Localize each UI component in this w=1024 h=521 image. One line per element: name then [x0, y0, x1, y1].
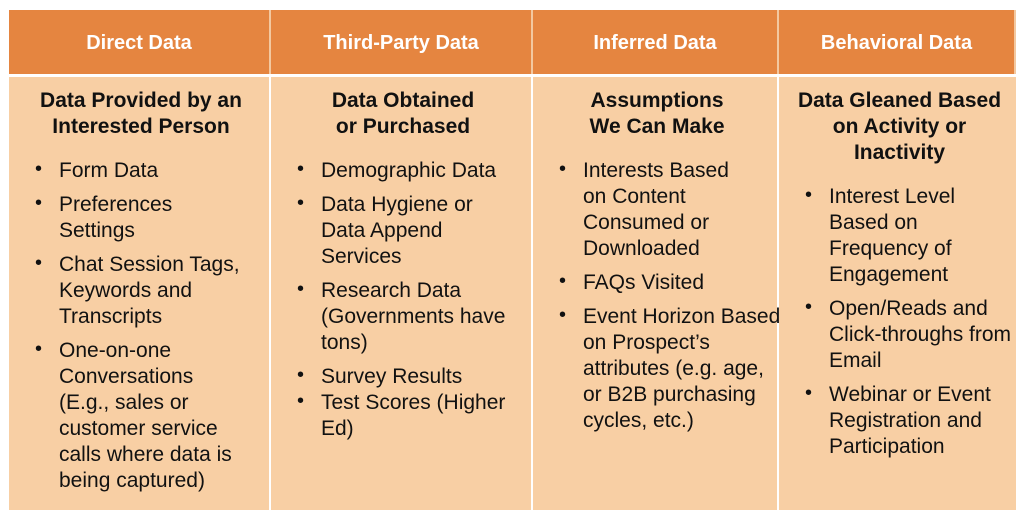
bullet-list: Interests Based on Content Consumed or D… — [547, 156, 780, 434]
column-title: Data Gleaned Based on Activity or Inacti… — [797, 89, 1002, 164]
list-item: One-on-one Conversations (E.g., sales or… — [23, 336, 249, 494]
column-inferred-data: Assumptions We Can Make Interests Based … — [533, 76, 780, 510]
list-item: FAQs Visited — [547, 268, 767, 296]
list-item: Webinar or Event Registration and Partic… — [793, 380, 1009, 460]
header-behavioral-data: Behavioral Data — [779, 10, 1016, 76]
list-item: Data Hygiene or Data Append Services — [285, 190, 491, 270]
list-item: Chat Session Tags, Keywords and Transcri… — [23, 250, 259, 330]
bullet-list: Form Data Preferences Settings Chat Sess… — [23, 156, 259, 494]
column-title: Assumptions We Can Make — [589, 89, 725, 138]
header-divider — [9, 74, 1016, 77]
column-title: Data Obtained or Purchased — [331, 89, 475, 138]
list-item: Demographic Data — [285, 156, 521, 184]
column-title: Data Provided by an Interested Person — [40, 89, 242, 138]
list-item: Interest Level Based on Frequency of Eng… — [793, 182, 969, 288]
list-item: Interests Based on Content Consumed or D… — [547, 156, 743, 262]
header-inferred-data: Inferred Data — [533, 10, 779, 76]
list-item: Form Data — [23, 156, 259, 184]
bullet-list: Demographic Data Data Hygiene or Data Ap… — [285, 156, 521, 442]
list-item: Preferences Settings — [23, 190, 219, 244]
data-types-table: Direct Data Third-Party Data Inferred Da… — [9, 10, 1016, 510]
list-item: Survey Results — [285, 362, 521, 390]
list-item: Open/Reads and Click-throughs from Email — [793, 294, 1019, 374]
header-third-party-data: Third-Party Data — [271, 10, 533, 76]
column-direct-data: Data Provided by an Interested Person Fo… — [9, 76, 271, 510]
column-behavioral-data: Data Gleaned Based on Activity or Inacti… — [779, 76, 1016, 510]
list-item: Research Data (Governments have tons) — [285, 276, 526, 356]
header-direct-data: Direct Data — [9, 10, 271, 76]
bullet-list: Interest Level Based on Frequency of Eng… — [793, 182, 1011, 460]
column-third-party-data: Data Obtained or Purchased Demographic D… — [271, 76, 533, 510]
list-item: Event Horizon Based on Prospect’s attrib… — [547, 302, 783, 434]
list-item: Test Scores (Higher Ed) — [285, 388, 526, 442]
